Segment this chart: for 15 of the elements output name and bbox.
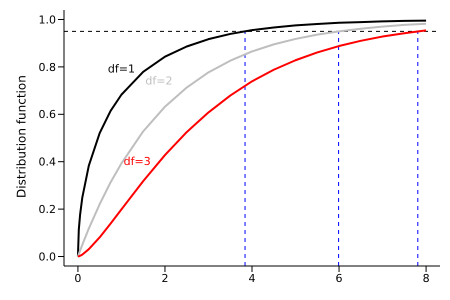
series-label: df=3 [124,155,151,168]
y-tick-label: 0.4 [38,156,56,169]
series-label: df=1 [108,62,135,76]
y-tick-label: 0.8 [38,60,56,74]
y-tick-label: 1.0 [38,13,56,26]
x-tick-label: 6 [336,272,343,285]
y-tick-label: 0.2 [38,203,56,216]
x-tick-label: 2 [161,272,168,285]
y-tick-label: 0.6 [38,108,56,122]
series-label: df=2 [145,74,172,88]
y-axis-title: Distribution function [14,75,28,198]
x-tick-label: 8 [422,272,430,285]
x-tick-label: 0 [74,272,82,285]
y-tick-label: 0.0 [38,250,56,264]
x-tick-label: 4 [248,272,256,285]
